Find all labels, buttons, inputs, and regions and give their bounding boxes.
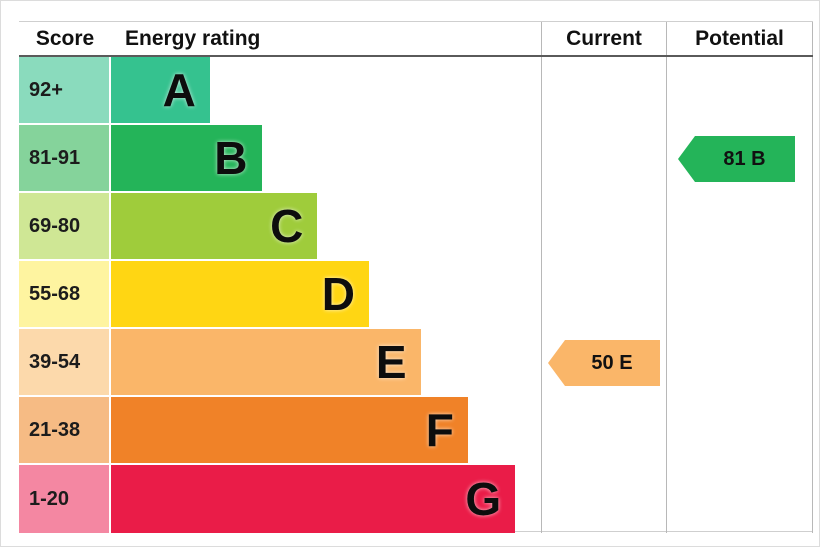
current-column: 50 E	[541, 57, 666, 533]
bar-area-b: B	[111, 125, 541, 191]
rating-letter-d: D	[321, 268, 355, 320]
rating-table: Score Energy rating Current Potential 92…	[19, 21, 813, 533]
band-d: 55-68 D	[19, 261, 541, 329]
header-energy-rating: Energy rating	[125, 26, 261, 50]
score-cell-b: 81-91	[19, 125, 111, 191]
score-cell-e: 39-54	[19, 329, 111, 395]
band-e: 39-54 E	[19, 329, 541, 397]
rating-bar-g: G	[111, 465, 516, 533]
rating-letter-g: G	[465, 473, 502, 525]
band-a: 92+ A	[19, 57, 541, 125]
rating-bar-f: F	[111, 397, 468, 463]
rating-bar-a: A	[111, 57, 210, 123]
bar-area-f: F	[111, 397, 541, 463]
header-current: Current	[541, 22, 666, 55]
score-cell-g: 1-20	[19, 465, 111, 533]
rating-bar-e: E	[111, 329, 421, 395]
rating-bar-b: B	[111, 125, 262, 191]
band-c: 69-80 C	[19, 193, 541, 261]
bar-area-c: C	[111, 193, 541, 259]
potential-column: 81 B	[666, 57, 813, 533]
rating-letter-e: E	[375, 336, 407, 388]
score-cell-a: 92+	[19, 57, 111, 123]
score-cell-f: 21-38	[19, 397, 111, 463]
potential-rating-arrow: 81 B	[678, 136, 795, 182]
band-f: 21-38 F	[19, 397, 541, 465]
bar-area-a: A	[111, 57, 541, 123]
rating-letter-a: A	[162, 64, 196, 116]
bar-area-e: E	[111, 329, 541, 395]
band-g: 1-20 G	[19, 465, 541, 533]
table-body: 92+ A 81-91 B 69-8	[19, 57, 813, 533]
bar-area-g: G	[111, 465, 541, 533]
rating-bar-d: D	[111, 261, 369, 327]
rating-letter-c: C	[270, 200, 304, 252]
bar-area-d: D	[111, 261, 541, 327]
header-score: Score	[35, 26, 95, 50]
score-cell-d: 55-68	[19, 261, 111, 327]
table-header: Score Energy rating Current Potential	[19, 22, 813, 57]
rating-letter-b: B	[214, 132, 248, 184]
rating-letter-f: F	[425, 404, 454, 456]
score-cell-c: 69-80	[19, 193, 111, 259]
current-rating-arrow: 50 E	[548, 340, 660, 386]
header-potential: Potential	[666, 22, 813, 55]
band-b: 81-91 B	[19, 125, 541, 193]
rating-bands: 92+ A 81-91 B 69-8	[19, 57, 541, 533]
rating-bar-c: C	[111, 193, 318, 259]
